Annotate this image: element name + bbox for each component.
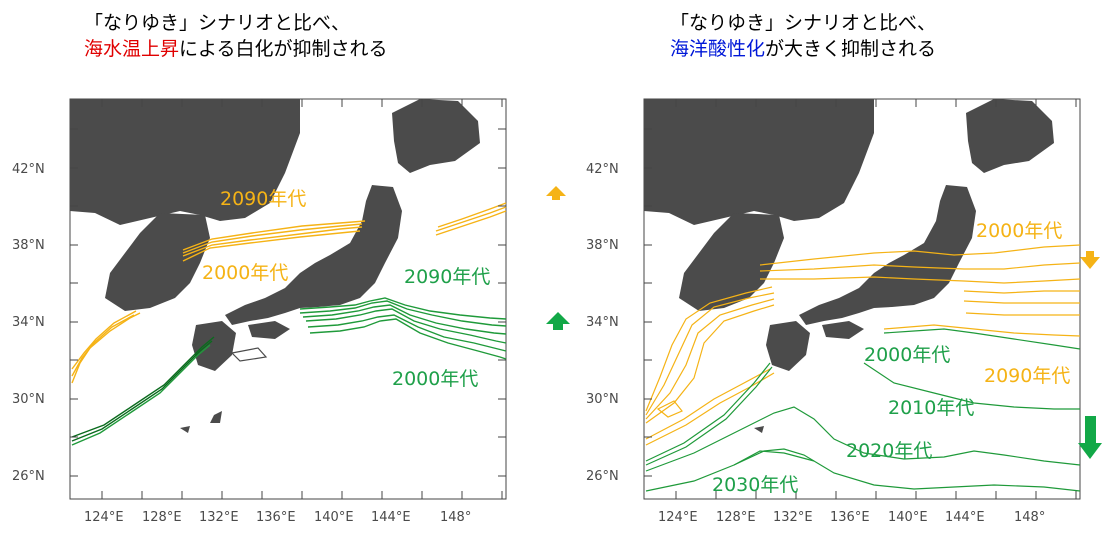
left-title-line1: 「なりゆき」シナリオと比べ、 [84, 12, 351, 34]
acid-isolines [71, 297, 507, 446]
lat-labels: 42°N 38°N 34°N 30°N 26°N [12, 162, 45, 484]
lat-label: 38°N [12, 238, 45, 253]
right-map-panel: 42°N 38°N 34°N 30°N 26°N 124°E 128°E 132… [574, 93, 1102, 525]
lon-label: 144°E [945, 510, 985, 525]
up-arrow-green-icon [546, 312, 570, 330]
decade-label: 2010年代 [888, 397, 974, 419]
lon-label: 140°E [888, 510, 928, 525]
down-arrow-orange-icon [1080, 251, 1100, 269]
land [70, 99, 480, 433]
left-title-rest: による白化が抑制される [179, 38, 388, 60]
lon-label: 140°E [314, 510, 354, 525]
lon-labels: 124°E 128°E 132°E 136°E 140°E 144°E 148° [658, 510, 1045, 525]
decade-label: 2000年代 [976, 220, 1062, 242]
up-arrow-orange-icon [546, 186, 566, 200]
lat-label: 42°N [586, 162, 619, 177]
axis-ticks [70, 99, 506, 499]
decade-label: 2090年代 [984, 365, 1070, 387]
axis-ticks [644, 99, 1077, 499]
right-title-rest: が大きく抑制される [765, 38, 937, 60]
land [644, 99, 1054, 433]
decade-label: 2030年代 [712, 474, 798, 496]
lon-label: 136°E [830, 510, 870, 525]
down-arrow-green-icon [1078, 416, 1102, 459]
right-title-line2: 海洋酸性化が大きく抑制される [670, 36, 936, 62]
lon-labels: 124°E 128°E 132°E 136°E 140°E 144°E 148° [84, 510, 471, 525]
lon-label: 148° [1014, 510, 1045, 525]
decade-label: 2090年代 [404, 266, 490, 288]
lon-label: 124°E [84, 510, 124, 525]
lat-label: 42°N [12, 162, 45, 177]
lon-label: 124°E [658, 510, 698, 525]
lat-label: 30°N [586, 392, 619, 407]
lon-label: 148° [440, 510, 471, 525]
lat-label: 34°N [586, 315, 619, 330]
decade-label: 2020年代 [846, 440, 932, 462]
lat-label: 26°N [586, 469, 619, 484]
lon-label: 132°E [773, 510, 813, 525]
lat-label: 34°N [12, 315, 45, 330]
lon-label: 132°E [199, 510, 239, 525]
left-title: 「なりゆき」シナリオと比べ、 海水温上昇による白化が抑制される [84, 10, 387, 62]
left-title-highlight: 海水温上昇 [84, 38, 180, 60]
decade-label: 2090年代 [220, 188, 306, 210]
lon-label: 144°E [371, 510, 411, 525]
left-title-line2: 海水温上昇による白化が抑制される [84, 36, 387, 62]
right-title-highlight: 海洋酸性化 [670, 38, 766, 60]
acid-isolines [645, 328, 1081, 492]
left-map-panel: 42°N 38°N 34°N 30°N 26°N 124°E 128°E 132… [0, 93, 570, 525]
right-map-svg: 42°N 38°N 34°N 30°N 26°N 124°E 128°E 132… [586, 98, 1102, 525]
right-title-line1: 「なりゆき」シナリオと比べ、 [670, 12, 937, 34]
decade-label: 2000年代 [202, 262, 288, 284]
decade-label: 2000年代 [864, 344, 950, 366]
lat-label: 38°N [586, 238, 619, 253]
lat-labels: 42°N 38°N 34°N 30°N 26°N [586, 162, 619, 484]
lon-label: 128°E [142, 510, 182, 525]
decade-label: 2000年代 [392, 368, 478, 390]
warming-isolines [645, 244, 1081, 446]
right-title: 「なりゆき」シナリオと比べ、 海洋酸性化が大きく抑制される [670, 10, 936, 62]
lon-label: 128°E [716, 510, 756, 525]
lat-label: 26°N [12, 469, 45, 484]
lat-label: 30°N [12, 392, 45, 407]
left-map-svg: 42°N 38°N 34°N 30°N 26°N 124°E 128°E 132… [12, 98, 570, 525]
lon-label: 136°E [256, 510, 296, 525]
